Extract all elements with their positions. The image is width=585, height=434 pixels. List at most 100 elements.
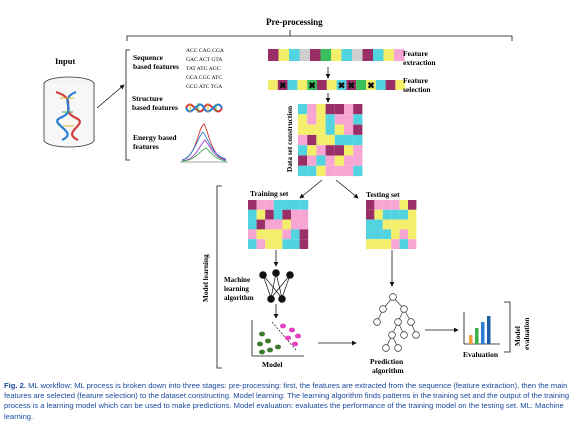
sequence-features-label-1: Sequence — [133, 53, 164, 62]
sequence-line: GCG ATC TGA — [186, 84, 222, 90]
sequence-list: ACC CAG CGA GAC ACT GTA TAT ATG AGC GCA … — [186, 48, 224, 90]
matrix-cell — [382, 200, 392, 210]
matrix-cell — [374, 239, 383, 249]
matrix-cell — [248, 239, 257, 249]
dataset-grid — [298, 104, 363, 177]
matrix-cell — [273, 209, 283, 220]
matrix-cell — [334, 155, 344, 166]
testing-set-grid — [366, 200, 417, 249]
matrix-cell — [316, 134, 326, 146]
matrix-cell — [307, 80, 317, 90]
removed-feature-mark: ✖ — [308, 81, 316, 91]
arrow-icon — [335, 179, 359, 199]
removed-feature-mark: ✖ — [348, 81, 356, 91]
scatter-model-icon — [251, 320, 304, 357]
figure-caption: Fig. 2. ML workflow: ML process is broke… — [4, 381, 582, 422]
matrix-cell — [248, 209, 257, 220]
matrix-cell — [334, 104, 344, 115]
matrix-cell — [373, 49, 384, 61]
removed-feature-mark: ✖ — [279, 81, 287, 91]
feature-selection-label-2: selection — [403, 85, 431, 94]
bar-chart-icon — [463, 312, 500, 345]
matrix-cell — [287, 80, 298, 90]
input-arrow — [96, 84, 125, 109]
matrix-cell — [291, 229, 300, 240]
model-evaluation-label-2: evaluation — [522, 318, 531, 350]
matrix-cell — [316, 124, 326, 135]
matrix-cell — [341, 49, 352, 61]
matrix-cell — [299, 49, 310, 61]
matrix-cell — [256, 229, 266, 240]
matrix-cell — [316, 165, 326, 177]
matrix-cell — [366, 200, 375, 210]
model-evaluation-bracket — [504, 301, 511, 353]
matrix-cell — [356, 80, 366, 90]
matrix-cell — [366, 219, 375, 230]
sequence-features-label-2: based features — [133, 62, 179, 71]
sequence-line: GCA CGC ATC — [186, 75, 222, 81]
matrix-cell — [298, 134, 308, 146]
training-set-grid — [248, 200, 309, 249]
matrix-cell — [394, 49, 405, 61]
matrix-cell — [316, 114, 326, 125]
matrix-cell — [391, 209, 400, 220]
matrix-cell — [366, 209, 375, 220]
matrix-cell — [344, 114, 354, 125]
matrix-cell — [291, 209, 300, 220]
matrix-cell — [278, 49, 289, 61]
matrix-cell — [344, 134, 354, 146]
matrix-cell — [307, 134, 317, 146]
matrix-cell — [353, 134, 363, 146]
matrix-cell — [291, 239, 300, 249]
matrix-cell — [395, 80, 406, 90]
matrix-cell — [331, 49, 342, 61]
matrix-cell — [353, 165, 363, 177]
matrix-cell — [316, 155, 326, 166]
matrix-cell — [265, 239, 274, 249]
matrix-cell — [374, 200, 383, 210]
matrix-cell — [248, 219, 257, 230]
matrix-cell — [256, 219, 266, 230]
matrix-cell — [307, 145, 317, 156]
features-bracket — [125, 49, 130, 161]
feature-selection-label-1: Feature — [403, 76, 429, 85]
arrow-icon — [299, 179, 323, 199]
sequence-line: ACC CAG CGA — [186, 48, 224, 54]
matrix-cell — [334, 114, 344, 125]
structure-features-label-1: Structure — [132, 94, 163, 103]
feature-extraction-strip — [268, 49, 405, 61]
matrix-cell — [256, 200, 266, 210]
prediction-algorithm-label-2: algorithm — [372, 366, 404, 375]
matrix-cell — [353, 145, 363, 156]
testing-set-label: Testing set — [366, 190, 400, 199]
matrix-cell — [383, 49, 394, 61]
matrix-cell — [408, 239, 417, 249]
matrix-cell — [374, 209, 383, 220]
matrix-cell — [289, 49, 300, 61]
ml-algorithm-label-3: algorithm — [224, 294, 254, 302]
matrix-cell — [277, 80, 288, 90]
matrix-cell — [316, 145, 326, 156]
matrix-cell — [334, 124, 344, 135]
matrix-cell — [299, 200, 309, 210]
matrix-cell — [307, 165, 317, 177]
matrix-cell — [362, 49, 373, 61]
model-evaluation-label-1: Model — [513, 326, 522, 346]
matrix-cell — [299, 239, 309, 249]
matrix-cell — [273, 229, 283, 240]
energy-features-label-2: features — [133, 142, 159, 151]
matrix-cell — [353, 124, 363, 135]
matrix-cell — [326, 80, 337, 90]
matrix-cell — [298, 114, 308, 125]
matrix-cell — [307, 124, 317, 135]
matrix-cell — [256, 209, 266, 220]
matrix-cell — [325, 124, 335, 135]
matrix-cell — [374, 229, 383, 240]
energy-curve-icon — [180, 123, 228, 163]
matrix-cell — [399, 239, 408, 249]
matrix-cell — [353, 114, 363, 125]
ml-algorithm-label-1: Machine — [224, 276, 250, 284]
matrix-cell — [399, 209, 408, 220]
matrix-cell — [344, 145, 354, 156]
model-label: Model — [262, 360, 282, 369]
